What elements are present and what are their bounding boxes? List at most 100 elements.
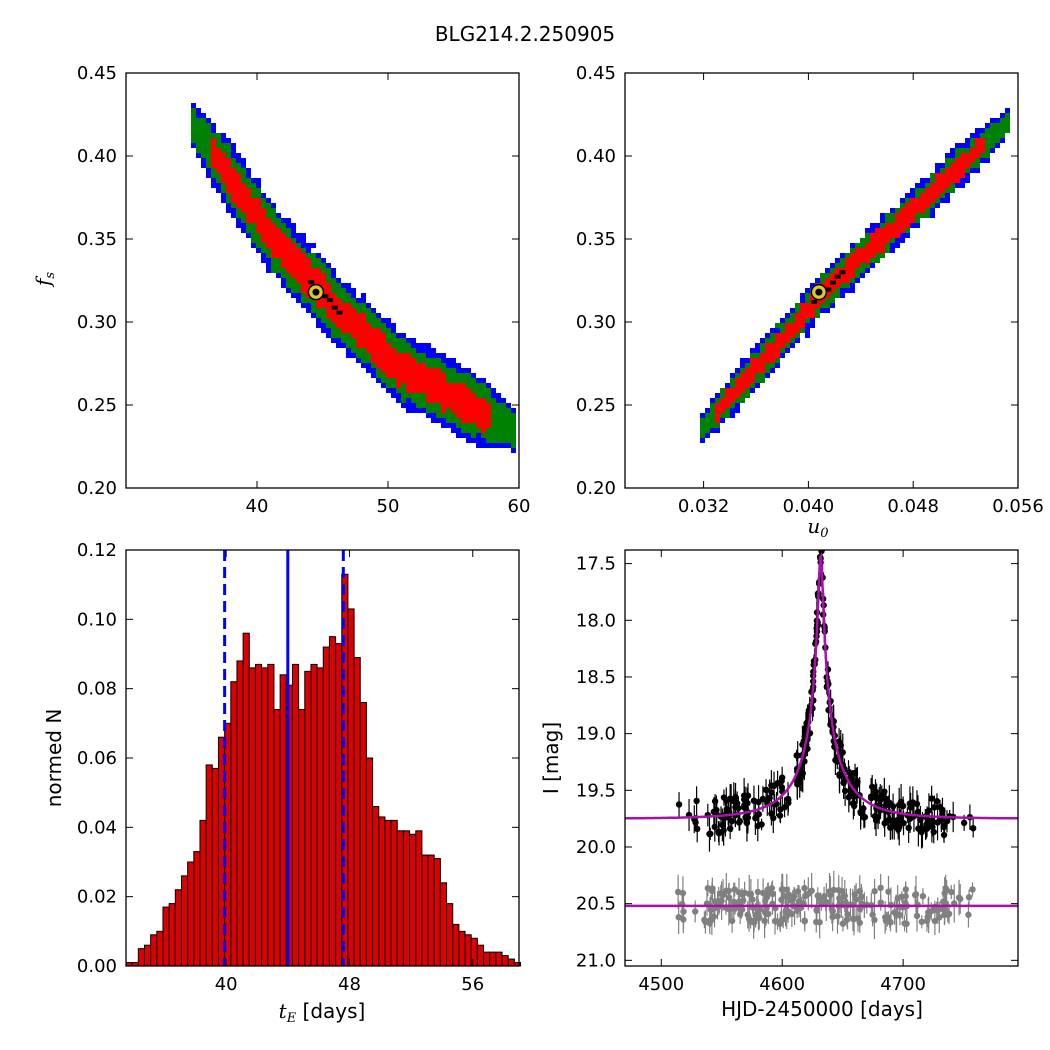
density-cell [316,273,321,278]
density-cell [750,388,755,393]
density-cell [750,373,755,378]
density-cell [201,158,206,163]
density-cell [211,148,216,153]
density-cell [261,198,266,203]
density-cell [191,128,196,133]
density-cell [271,223,276,228]
histogram-bar [359,702,367,967]
density-cell [311,243,316,248]
density-cell [815,313,820,318]
density-cell [481,408,486,413]
density-cell [780,348,785,353]
density-cell [446,398,451,403]
density-cell [770,348,775,353]
density-cell [895,223,900,228]
density-cell [336,318,341,323]
density-cell [501,413,506,418]
density-cell [331,323,336,328]
density-cell [271,208,276,213]
density-cell [431,363,436,368]
density-cell [471,413,476,418]
density-cell [1005,108,1010,113]
density-cell [985,133,990,138]
density-cell [975,153,980,158]
density-cell [710,408,715,413]
density-cell [256,228,261,233]
density-cell [196,123,201,128]
density-cell [491,408,496,413]
density-cell [421,383,426,388]
x-tick-label: 4500 [638,974,684,995]
density-cell [201,133,206,138]
density-cell [940,188,945,193]
offset-data-point [902,892,909,900]
density-cell [201,113,206,118]
y-tick-label: 0.40 [77,146,117,167]
density-cell [860,243,865,248]
density-cell [700,418,705,423]
density-cell [765,343,770,348]
x-tick-label: 0.048 [887,496,939,517]
density-cell [775,323,780,328]
density-cell [810,323,815,328]
density-cell [401,368,406,373]
histogram-bar [415,830,423,967]
density-cell [206,138,211,143]
density-cell [890,208,895,213]
density-cell [316,303,321,308]
offset-data-point [911,891,919,899]
density-cell [221,168,226,173]
main-data-point [744,792,752,799]
density-cell [351,308,356,313]
density-cell [386,343,391,348]
density-cell [875,253,880,258]
density-cell [775,333,780,338]
density-cell [506,428,511,433]
histogram-bar [452,923,460,967]
density-cell [825,268,830,273]
density-cell [451,403,456,408]
density-cell [381,333,386,338]
density-cell [316,258,321,263]
density-cell [256,193,261,198]
density-cell [211,138,216,143]
density-cell [426,353,431,358]
density-cell [955,168,960,173]
density-cell [241,193,246,198]
density-cell [880,243,885,248]
density-cell [705,413,710,418]
offset-data-point [771,917,779,925]
density-cell [471,383,476,388]
density-cell [905,213,910,218]
density-cell [865,243,870,248]
density-cell [261,208,266,213]
offset-data-point [881,914,889,921]
density-cell [955,173,960,178]
density-cell [341,313,346,318]
main-data-point [882,802,889,809]
density-cell [1005,123,1010,128]
density-cell [416,353,421,358]
density-cell [261,193,266,198]
density-cell [451,388,456,393]
density-cell [246,193,251,198]
density-cell [441,423,446,428]
density-cell [376,328,381,333]
density-cell [451,418,456,423]
density-cell [860,268,865,273]
density-cell [261,218,266,223]
density-cell [511,408,516,413]
density-cell [775,358,780,363]
density-cell [700,413,705,418]
density-cell [261,203,266,208]
density-cell [491,443,496,448]
density-cell [451,428,456,433]
density-cell [366,343,371,348]
density-cell [396,398,401,403]
density-cell [406,383,411,388]
offset-data-point [728,917,736,925]
histogram-bar [335,643,343,967]
density-cell [750,358,755,363]
main-data-point [841,787,849,795]
density-cell [970,153,975,158]
